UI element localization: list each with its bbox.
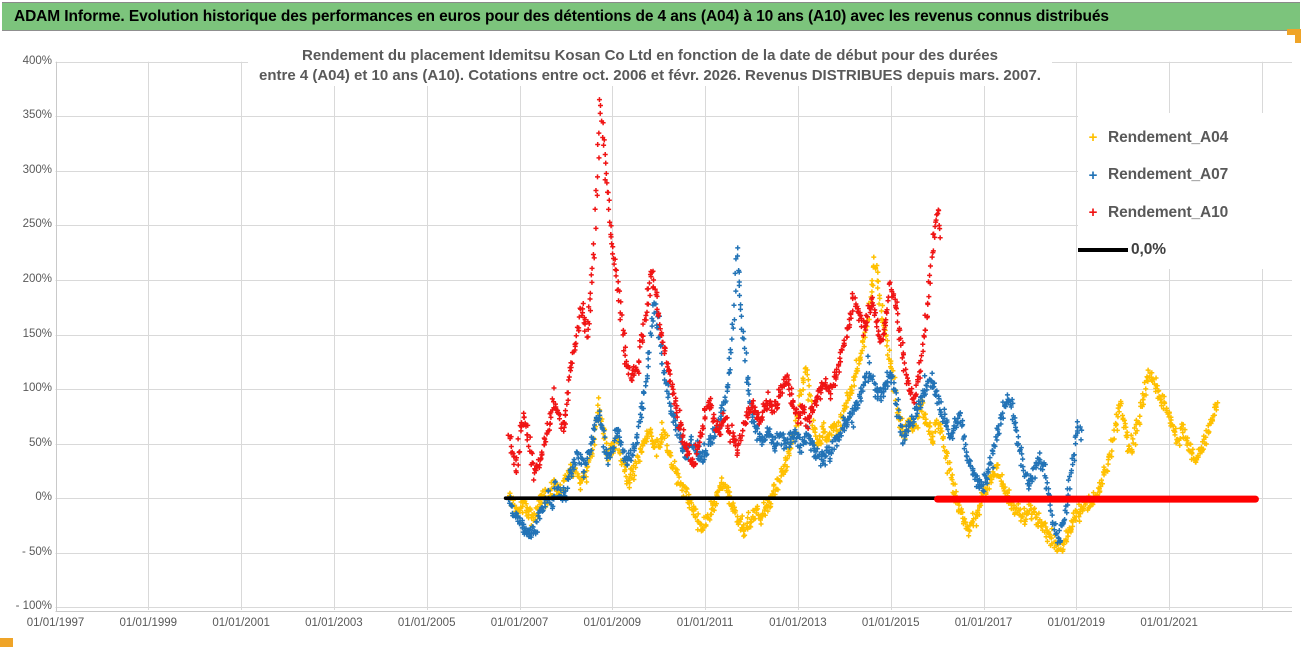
plus-marker-icon: + <box>1088 166 1098 184</box>
x-tick-label: 01/01/2009 <box>583 617 642 629</box>
zero-line-icon <box>1078 248 1128 253</box>
x-tick-label: 01/01/2001 <box>212 617 270 629</box>
x-tick-label: 01/01/2017 <box>954 617 1013 629</box>
legend-item-a04[interactable]: + Rendement_A04 <box>1078 119 1298 157</box>
y-tick-label: - 100% <box>15 600 52 613</box>
header-accent-icon <box>1295 29 1301 43</box>
legend-label: Rendement_A04 <box>1108 128 1229 146</box>
legend-label: 0,0% <box>1131 241 1166 259</box>
legend-item-a10[interactable]: + Rendement_A10 <box>1078 194 1298 232</box>
x-tick-label: 01/01/2019 <box>1047 617 1106 629</box>
chart-title-line2: entre 4 (A04) et 10 ans (A10). Cotations… <box>259 67 1041 84</box>
legend-label: Rendement_A07 <box>1108 166 1229 184</box>
x-tick-label: 01/01/2015 <box>861 617 920 629</box>
page-corner-accent <box>0 638 13 647</box>
y-tick-label: 300% <box>22 163 52 176</box>
x-tick-label: 01/01/2007 <box>490 617 549 629</box>
x-tick-label: 01/01/1999 <box>119 617 178 629</box>
legend: + Rendement_A04 + Rendement_A07 + Rendement_A… <box>1078 113 1298 269</box>
legend-label: Rendement_A10 <box>1108 203 1229 221</box>
x-tick-label: 01/01/1997 <box>26 617 85 629</box>
y-tick-label: - 50% <box>21 545 52 558</box>
y-tick-label: 0% <box>35 491 52 504</box>
y-tick-label: 200% <box>22 272 52 285</box>
y-tick-label: 350% <box>22 109 52 122</box>
y-tick-label: 250% <box>22 218 52 231</box>
legend-item-zero-line[interactable]: 0,0% <box>1078 232 1298 270</box>
y-tick-label: 50% <box>28 436 52 449</box>
y-tick-label: 150% <box>22 327 52 340</box>
legend-item-a07[interactable]: + Rendement_A07 <box>1078 157 1298 195</box>
y-tick-label: 400% <box>22 54 52 67</box>
x-tick-label: 01/01/2003 <box>305 617 363 629</box>
x-tick-label: 01/01/2013 <box>769 617 827 629</box>
y-tick-label: 100% <box>22 382 52 395</box>
x-tick-label: 01/01/2011 <box>676 617 734 629</box>
header-accent-icon <box>1287 29 1301 35</box>
header-title: ADAM Informe. Evolution historique des p… <box>14 7 1109 25</box>
chart-title: Rendement du placement Idemitsu Kosan Co… <box>248 46 1052 86</box>
plus-marker-icon: + <box>1088 204 1098 222</box>
chart-title-line1: Rendement du placement Idemitsu Kosan Co… <box>302 47 998 64</box>
x-tick-label: 01/01/2005 <box>397 617 456 629</box>
header-bar: ADAM Informe. Evolution historique des p… <box>2 2 1300 31</box>
x-tick-label: 01/01/2021 <box>1140 617 1198 629</box>
plus-marker-icon: + <box>1088 129 1098 147</box>
